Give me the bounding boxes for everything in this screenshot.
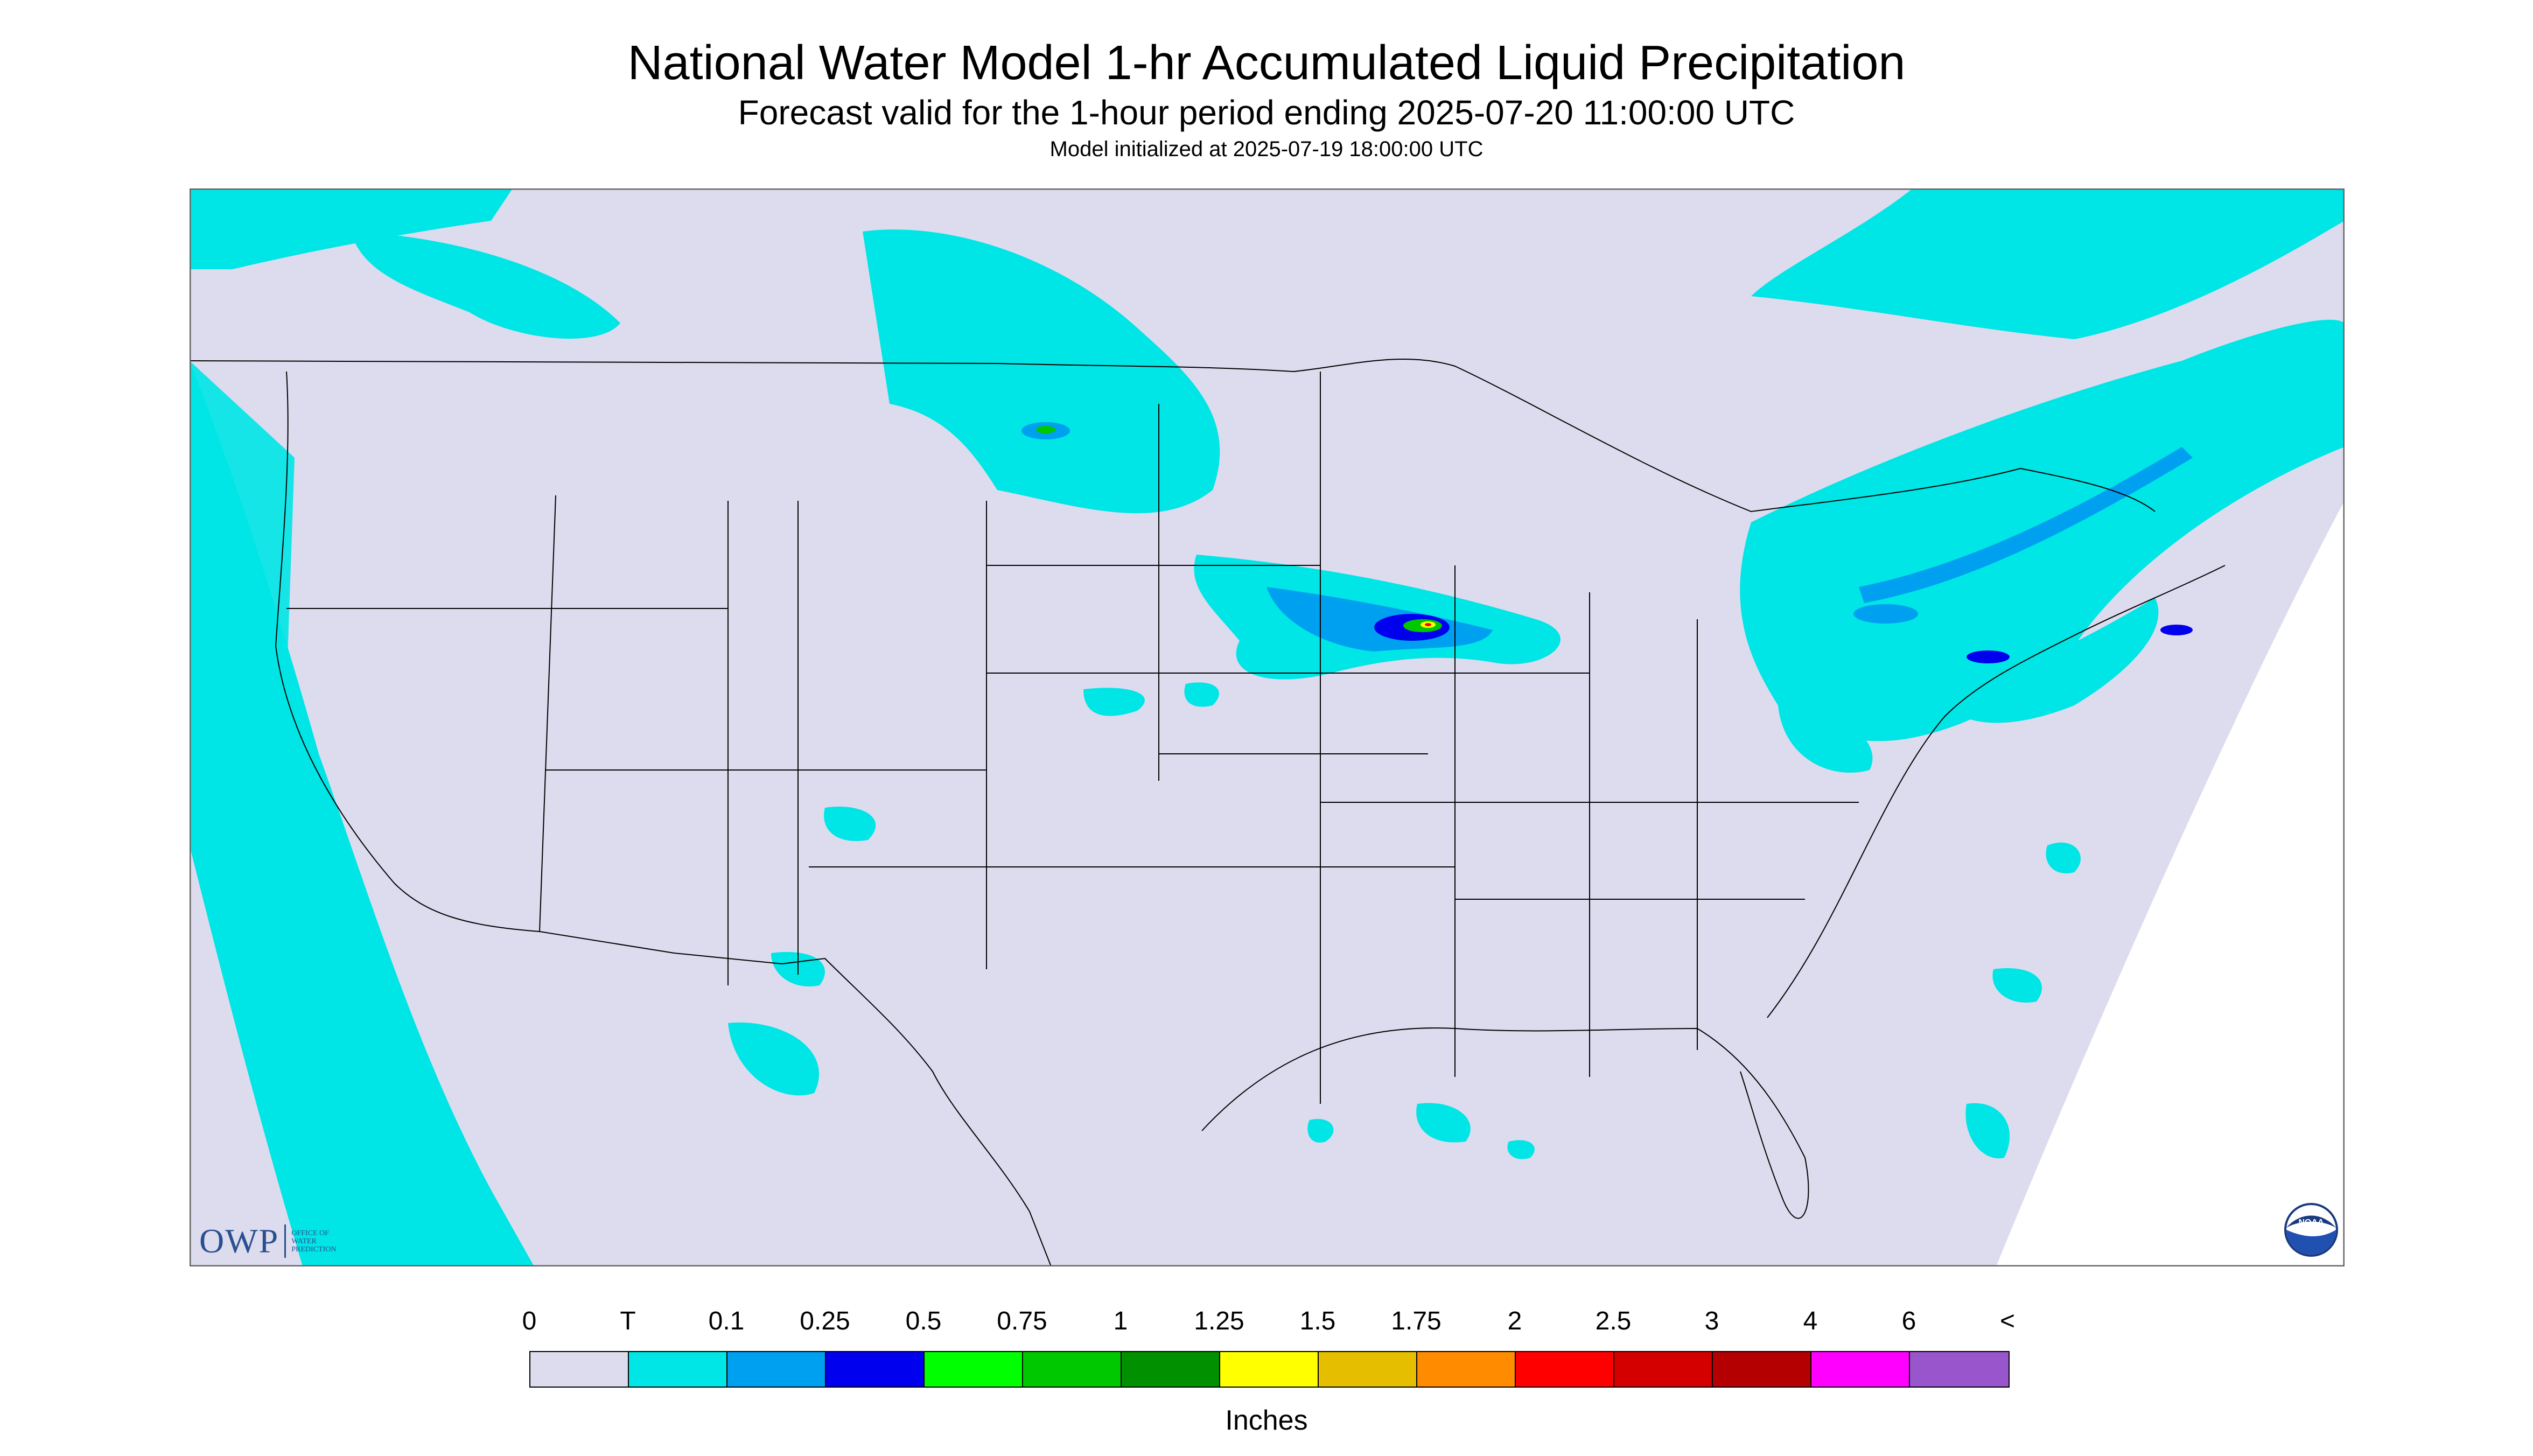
legend-units: Inches xyxy=(1225,1405,1308,1436)
noaa-logo-top xyxy=(2286,1215,2336,1228)
legend-swatch xyxy=(1220,1352,1319,1387)
boundary-lines xyxy=(190,359,2226,1266)
legend-label: 0.1 xyxy=(708,1307,745,1335)
midwest-red-core xyxy=(1425,623,1431,626)
owp-logo-subtext: OFFICE OF WATER PREDICTION xyxy=(291,1229,336,1254)
canada-trace-precip-3 xyxy=(190,188,513,269)
owp-logo-line2: WATER xyxy=(291,1237,317,1245)
precipitation-map: NOAA xyxy=(190,188,2345,1266)
legend-swatch xyxy=(727,1352,826,1387)
legend-label: 1.5 xyxy=(1299,1307,1336,1335)
legend-label: 4 xyxy=(1803,1307,1818,1335)
legend-swatch xyxy=(1713,1352,1811,1387)
noaa-logo-text: NOAA xyxy=(2298,1218,2324,1227)
legend-swatch xyxy=(1122,1352,1220,1387)
canada-east-trace xyxy=(1751,188,2345,339)
legend-swatch xyxy=(1023,1352,1122,1387)
atlantic-trace-patches xyxy=(1965,842,2081,1159)
legend-swatch xyxy=(826,1352,925,1387)
legend-label: < xyxy=(1999,1307,2016,1335)
gulf-trace-patches xyxy=(1307,1103,1535,1159)
legend-labels: 0 T 0.1 0.25 0.5 0.75 1 1.25 1.5 1.75 2 2.5 3 4 6 < xyxy=(0,1306,2533,1339)
model-init-line: Model initialized at 2025-07-19 18:00:00… xyxy=(1049,137,1484,161)
map-subtitle: Forecast valid for the 1-hour period end… xyxy=(738,93,1795,132)
legend-label: 2.5 xyxy=(1595,1307,1632,1335)
map-background xyxy=(190,188,2345,1266)
legend-swatch xyxy=(1910,1352,2009,1387)
legend-swatch xyxy=(1614,1352,1713,1387)
legend-label: 0 xyxy=(522,1307,537,1335)
state-line-1 xyxy=(539,372,1698,1104)
mid-atlantic-trace xyxy=(1940,598,2159,723)
out-of-domain-area xyxy=(1996,501,2345,1266)
noaa-logo: NOAA xyxy=(2284,1203,2338,1257)
northeast-light-streak xyxy=(1859,447,2193,603)
legend-label: 1 xyxy=(1113,1307,1128,1335)
ny-light-patch xyxy=(1853,604,1918,624)
owp-logo-line3: PREDICTION xyxy=(291,1245,337,1254)
legend-label: 2 xyxy=(1507,1307,1522,1335)
southwest-trace-patches xyxy=(728,807,876,1096)
pacific-trace-precip-north xyxy=(190,361,295,840)
state-line-2 xyxy=(286,565,1859,900)
canada-trace-precip-2 xyxy=(351,232,620,339)
map-title: National Water Model 1-hr Accumulated Li… xyxy=(627,36,1906,90)
owp-logo-line1: OFFICE OF xyxy=(291,1229,329,1237)
ohio-valley-trace xyxy=(1778,705,1873,773)
legend-swatch xyxy=(1811,1352,1910,1387)
new-england-moderate-patch xyxy=(2160,625,2193,635)
kansas-trace-patches xyxy=(1083,682,1219,716)
legend-label: 1.25 xyxy=(1194,1307,1244,1335)
legend-swatch xyxy=(1417,1352,1516,1387)
canada-us-border xyxy=(190,359,2156,513)
legend-label: T xyxy=(620,1307,636,1335)
legend-label: 6 xyxy=(1901,1307,1916,1335)
legend-label: 0.25 xyxy=(800,1307,850,1335)
us-mexico-border xyxy=(539,931,1052,1266)
legend-color-bar xyxy=(529,1351,2010,1388)
legend-swatch xyxy=(1319,1352,1417,1387)
west-coast xyxy=(275,371,540,932)
legend-label: 0.75 xyxy=(997,1307,1047,1335)
nj-moderate-patch xyxy=(1967,650,2010,663)
legend-label: 3 xyxy=(1704,1307,1719,1335)
legend-label: 0.5 xyxy=(905,1307,942,1335)
owp-logo: OWP OFFICE OF WATER PREDICTION xyxy=(199,1221,336,1261)
atlantic-coast xyxy=(1767,565,2226,1018)
legend-swatch xyxy=(629,1352,727,1387)
legend-label: 1.75 xyxy=(1391,1307,1442,1335)
montana-green-core xyxy=(1036,426,1055,433)
legend-swatch xyxy=(1516,1352,1614,1387)
montana-trace-precip xyxy=(970,396,1186,487)
owp-logo-text: OWP xyxy=(199,1222,279,1260)
map-border xyxy=(190,188,2345,1266)
owp-logo-divider xyxy=(284,1224,286,1258)
noaa-logo-bird xyxy=(2286,1230,2336,1255)
pacific-trace-precip xyxy=(190,361,534,1266)
legend-swatch xyxy=(530,1352,629,1387)
gulf-coast xyxy=(1201,1027,1809,1219)
legend-swatch xyxy=(925,1352,1023,1387)
